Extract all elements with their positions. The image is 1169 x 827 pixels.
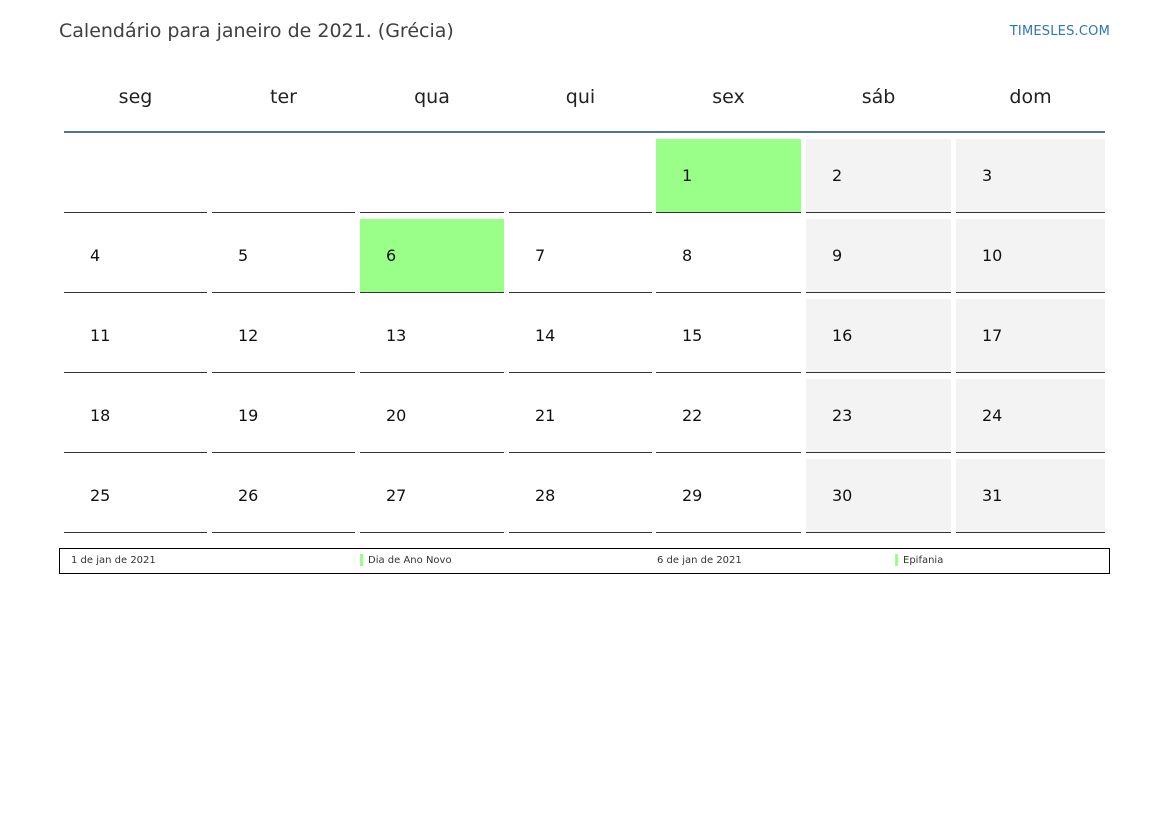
day-cell: 2 (806, 139, 951, 213)
weekday-label: sex (712, 86, 745, 108)
day-number: 7 (535, 246, 546, 265)
day-number: 25 (90, 486, 111, 505)
day-number: 4 (90, 246, 101, 265)
day-number: 28 (535, 486, 556, 505)
day-cell: 13 (360, 299, 504, 373)
day-cell: 4 (64, 219, 207, 293)
day-cell: 16 (806, 299, 951, 373)
day-cell: 10 (956, 219, 1105, 293)
weekday-label: qua (414, 86, 450, 108)
day-cell: 27 (360, 459, 504, 533)
day-number: 9 (832, 246, 843, 265)
day-cell: 14 (509, 299, 652, 373)
day-number: 18 (90, 406, 111, 425)
weekday-label: qui (565, 86, 596, 108)
day-cell: 12 (212, 299, 355, 373)
day-cell: 25 (64, 459, 207, 533)
day-cell: 15 (656, 299, 801, 373)
holiday-day-cell: 1 (656, 139, 801, 213)
day-number: 19 (238, 406, 259, 425)
day-number: 13 (386, 326, 407, 345)
weekday-label: sáb (861, 86, 896, 108)
day-number: 12 (238, 326, 259, 345)
weekday-label: seg (118, 86, 153, 108)
day-cell: 3 (956, 139, 1105, 213)
legend-color-swatch (895, 554, 898, 566)
day-number: 5 (238, 246, 249, 265)
weekday-label: ter (270, 86, 297, 108)
day-number: 17 (982, 326, 1003, 345)
day-number: 23 (832, 406, 853, 425)
day-number: 2 (832, 166, 843, 185)
day-number: 31 (982, 486, 1003, 505)
weekday-label: dom (1009, 86, 1052, 108)
day-number: 15 (682, 326, 703, 345)
day-cell: 21 (509, 379, 652, 453)
day-cell: 19 (212, 379, 355, 453)
day-number: 29 (682, 486, 703, 505)
day-cell: 28 (509, 459, 652, 533)
day-cell: 9 (806, 219, 951, 293)
day-cell: 5 (212, 219, 355, 293)
day-cell: 18 (64, 379, 207, 453)
legend-holiday-name: Epifania (903, 555, 944, 566)
day-number: 16 (832, 326, 853, 345)
day-number: 1 (682, 166, 693, 185)
day-number: 6 (386, 246, 397, 265)
brand-link[interactable]: TIMESLES.COM (1009, 24, 1110, 39)
day-cell: 8 (656, 219, 801, 293)
day-number: 3 (982, 166, 993, 185)
day-cell: 22 (656, 379, 801, 453)
empty-day-cell (64, 139, 207, 213)
day-number: 14 (535, 326, 556, 345)
empty-day-cell (509, 139, 652, 213)
legend-holiday-name: Dia de Ano Novo (368, 555, 452, 566)
day-number: 8 (682, 246, 693, 265)
day-number: 24 (982, 406, 1003, 425)
day-number: 30 (832, 486, 853, 505)
holiday-legend: 1 de jan de 2021 Dia de Ano Novo 6 de ja… (59, 548, 1110, 574)
day-cell: 23 (806, 379, 951, 453)
legend-date: 6 de jan de 2021 (657, 555, 742, 566)
day-number: 21 (535, 406, 556, 425)
day-cell: 24 (956, 379, 1105, 453)
calendar-grid: 1 2 3 4 5 6 7 8 9 10 11 12 13 14 15 16 17 18 19 20 21 22 23 24 2… (64, 139, 1105, 533)
day-cell: 26 (212, 459, 355, 533)
day-number: 26 (238, 486, 259, 505)
day-cell: 11 (64, 299, 207, 373)
day-cell: 31 (956, 459, 1105, 533)
day-number: 11 (90, 326, 111, 345)
day-number: 22 (682, 406, 703, 425)
day-cell: 7 (509, 219, 652, 293)
empty-day-cell (212, 139, 355, 213)
weekday-header-row: seg ter qua qui sex sáb dom (64, 86, 1105, 112)
day-cell: 20 (360, 379, 504, 453)
day-cell: 17 (956, 299, 1105, 373)
page-title: Calendário para janeiro de 2021. (Grécia… (59, 20, 454, 42)
header-divider (64, 131, 1105, 133)
holiday-day-cell: 6 (360, 219, 504, 293)
day-cell: 29 (656, 459, 801, 533)
day-cell: 30 (806, 459, 951, 533)
legend-date: 1 de jan de 2021 (71, 555, 156, 566)
day-number: 10 (982, 246, 1003, 265)
day-number: 27 (386, 486, 407, 505)
day-number: 20 (386, 406, 407, 425)
empty-day-cell (360, 139, 504, 213)
legend-color-swatch (360, 554, 363, 566)
